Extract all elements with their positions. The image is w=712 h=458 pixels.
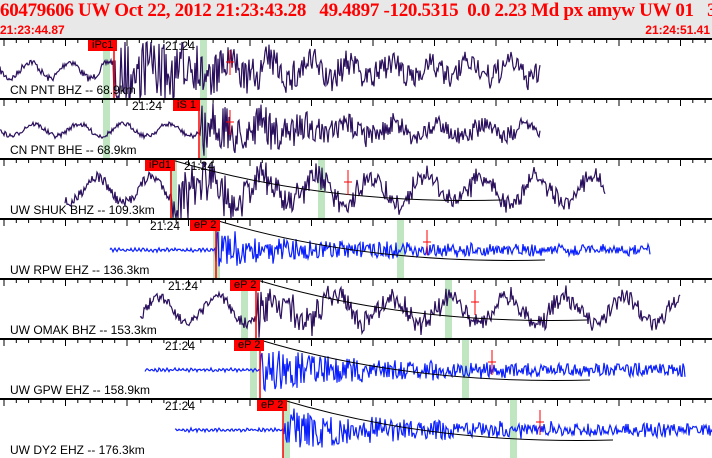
phase-pick-flag[interactable]: iPc1 — [88, 40, 118, 51]
time-mark: 21:24 — [165, 399, 196, 413]
pick-window — [510, 400, 517, 458]
phase-pick-flag[interactable]: eP 2 — [257, 400, 288, 411]
trace-panel[interactable]: 21:24 eP 2 UW OMAK BHZ -- 153.3km — [0, 278, 712, 338]
channel-label: CN PNT BHE -- 68.9km — [10, 143, 137, 157]
coda-marker — [536, 410, 544, 435]
seismic-trace — [144, 350, 686, 393]
coda-marker — [226, 110, 234, 135]
trace-panel[interactable]: 21:24 iPc1 CN PNT BHZ -- 68.9km — [0, 38, 712, 98]
waveform — [3, 220, 706, 278]
pick-window — [241, 280, 248, 338]
event-header: 60479606 UW Oct 22, 2012 21:23:43.28 49.… — [0, 0, 712, 38]
trace-panel[interactable]: 21:24 iPd1 UW SHUK BHZ -- 109.3km — [0, 158, 712, 218]
channel-label: CN PNT BHZ -- 68.9km — [10, 83, 136, 97]
pick-window — [200, 40, 207, 98]
seismic-trace — [109, 231, 651, 267]
end-time: 21:24:51.41 — [645, 23, 710, 37]
channel-label: UW RPW EHZ -- 136.3km — [10, 263, 150, 277]
phase-pick-flag[interactable]: iS 1 — [173, 100, 200, 111]
travel-time-curve — [214, 220, 546, 261]
pick-window — [103, 100, 110, 158]
seismic-trace — [174, 408, 712, 448]
time-mark: 21:24 — [165, 39, 196, 53]
start-time: 21:23:44.87 — [0, 23, 65, 37]
seismic-trace — [0, 40, 541, 98]
time-mark: 21:24 — [168, 279, 199, 293]
travel-time-curve — [256, 280, 588, 321]
pick-window — [250, 340, 257, 398]
coda-marker — [488, 350, 496, 375]
waveform — [3, 340, 706, 398]
channel-label: UW OMAK BHZ -- 153.3km — [10, 323, 157, 337]
pick-window — [170, 160, 177, 218]
coda-marker — [344, 170, 352, 195]
coda-marker — [471, 290, 479, 315]
phase-pick-flag[interactable]: eP 2 — [230, 280, 261, 291]
trace-panel[interactable]: 21:24 eP 2 UW DY2 EHZ -- 176.3km — [0, 398, 712, 458]
channel-label: UW DY2 EHZ -- 176.3km — [10, 443, 145, 457]
coda-marker — [423, 230, 431, 255]
pick-window — [283, 400, 290, 458]
seismic-trace — [64, 161, 606, 218]
trace-panel[interactable]: 21:24 eP 2 UW GPW EHZ -- 158.9km — [0, 338, 712, 398]
seismic-trace — [0, 103, 541, 156]
phase-pick-flag[interactable]: eP 2 — [234, 340, 265, 351]
time-mark: 21:24 — [184, 159, 215, 173]
travel-time-curve — [282, 400, 614, 441]
pick-window — [397, 220, 404, 278]
coda-marker — [226, 50, 234, 75]
pick-window — [200, 100, 207, 158]
channel-label: UW GPW EHZ -- 158.9km — [10, 383, 151, 397]
seismic-trace — [139, 285, 681, 338]
pick-window — [445, 280, 452, 338]
pick-window — [103, 40, 110, 98]
waveform — [3, 160, 706, 218]
event-title: 60479606 UW Oct 22, 2012 21:23:43.28 49.… — [0, 0, 712, 21]
travel-time-curve — [171, 160, 503, 201]
travel-time-curve — [259, 340, 591, 381]
phase-pick-flag[interactable]: iPd1 — [145, 160, 176, 171]
time-mark: 21:24 — [150, 219, 181, 233]
trace-panel[interactable]: 21:24 iS 1 CN PNT BHE -- 68.9km — [0, 98, 712, 158]
phase-pick-flag[interactable]: eP 2 — [190, 220, 221, 231]
time-mark: 21:24 — [132, 99, 163, 113]
time-mark: 21:24 — [165, 339, 196, 353]
channel-label: UW SHUK BHZ -- 109.3km — [10, 203, 155, 217]
trace-panel[interactable]: 21:24 eP 2 UW RPW EHZ -- 136.3km — [0, 218, 712, 278]
